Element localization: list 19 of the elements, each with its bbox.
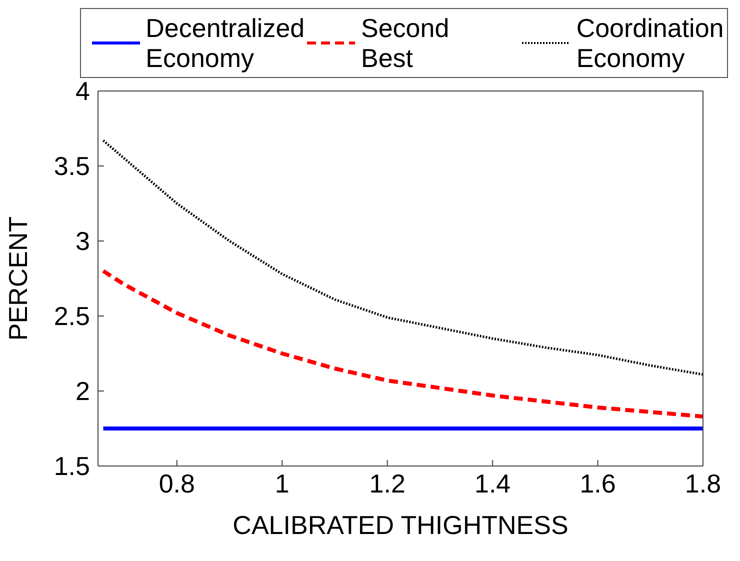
x-tick-label: 1.8 <box>684 468 722 498</box>
x-axis-title: CALIBRATED THIGHTNESS <box>232 510 568 540</box>
line-series <box>101 269 703 418</box>
x-tick-label: 1.4 <box>474 468 511 498</box>
legend-label: Coordination Economy <box>576 13 724 73</box>
line-series <box>102 139 703 376</box>
legend-label: Decentralized Economy <box>146 13 305 73</box>
x-tick-label: 1.2 <box>369 468 406 498</box>
y-tick-label: 2.5 <box>54 301 90 332</box>
legend-label: Second Best <box>360 13 450 73</box>
y-tick-label: 4 <box>76 76 90 106</box>
x-tick-label: 0.8 <box>158 468 195 498</box>
y-tick-label: 3 <box>76 226 90 256</box>
x-tick-label: 1 <box>274 468 290 498</box>
y-tick-label: 1.5 <box>54 451 90 482</box>
y-tick-label: 2 <box>76 376 90 406</box>
y-tick-label: 3.5 <box>54 151 90 182</box>
x-tick-label: 1.6 <box>580 468 616 498</box>
y-axis-title: PERCENT <box>3 216 34 341</box>
